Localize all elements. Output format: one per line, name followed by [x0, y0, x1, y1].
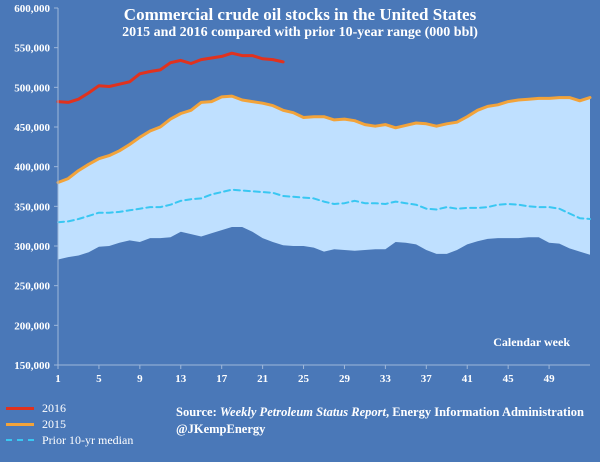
source-note: Source: Weekly Petroleum Status Report, … — [176, 404, 596, 438]
source-prefix: Source: — [176, 405, 217, 419]
legend: 2016 2015 Prior 10-yr median — [6, 400, 133, 448]
y-tick-label: 450,000 — [14, 122, 50, 134]
legend-swatch-2015 — [6, 422, 34, 426]
x-tick-label: 49 — [544, 373, 556, 385]
y-tick-label: 600,000 — [14, 3, 50, 15]
x-tick-label: 33 — [380, 373, 392, 385]
series-layer — [56, 51, 592, 224]
range-band — [58, 96, 590, 260]
legend-item-2015: 2015 — [6, 416, 133, 432]
x-tick-label: 25 — [298, 373, 310, 385]
y-tick-label: 350,000 — [14, 201, 50, 213]
x-tick-label: 21 — [257, 373, 268, 385]
x-tick-label: 41 — [462, 373, 473, 385]
x-tick-label: 5 — [96, 373, 102, 385]
y-tick-label: 150,000 — [14, 360, 50, 372]
y-tick-label: 550,000 — [14, 43, 50, 55]
axis-layer: 150,000 200,000 250,000 300,000 350,000 400,0… — [14, 3, 590, 385]
series-line-2015 — [56, 94, 592, 184]
chart-title: Commercial crude oil stocks in the Unite… — [123, 5, 477, 24]
x-tick-label: 29 — [339, 373, 351, 385]
source-handle: @JKempEnergy — [176, 422, 266, 436]
legend-swatch-2016 — [6, 406, 34, 410]
y-tick-label: 250,000 — [14, 281, 50, 293]
source-agency: , Energy Information Administration — [385, 405, 584, 419]
legend-item-median: Prior 10-yr median — [6, 432, 133, 448]
x-axis-label: Calendar week — [493, 335, 570, 349]
x-tick-label: 13 — [175, 373, 187, 385]
x-tick-label: 9 — [137, 373, 143, 385]
source-report: Weekly Petroleum Status Report — [219, 405, 386, 419]
y-tick-label: 200,000 — [14, 320, 50, 332]
legend-label-median: Prior 10-yr median — [42, 432, 134, 447]
y-tick-label: 300,000 — [14, 241, 50, 253]
y-tick-label: 500,000 — [14, 82, 50, 94]
legend-label-2015: 2015 — [42, 416, 66, 431]
x-tick-label: 37 — [421, 373, 433, 385]
series-line-prior-10-yr-median — [57, 188, 591, 224]
x-tick-label: 1 — [55, 373, 61, 385]
legend-item-2016: 2016 — [6, 400, 133, 416]
chart-subtitle: 2015 and 2016 compared with prior 10-yea… — [122, 25, 478, 40]
x-tick-label: 17 — [216, 373, 228, 385]
x-tick-label: 45 — [503, 373, 515, 385]
legend-label-2016: 2016 — [42, 400, 66, 415]
range-layer — [58, 96, 590, 260]
y-tick-label: 400,000 — [14, 162, 50, 174]
series-line-2016 — [56, 51, 285, 104]
legend-swatch-median — [6, 439, 34, 441]
